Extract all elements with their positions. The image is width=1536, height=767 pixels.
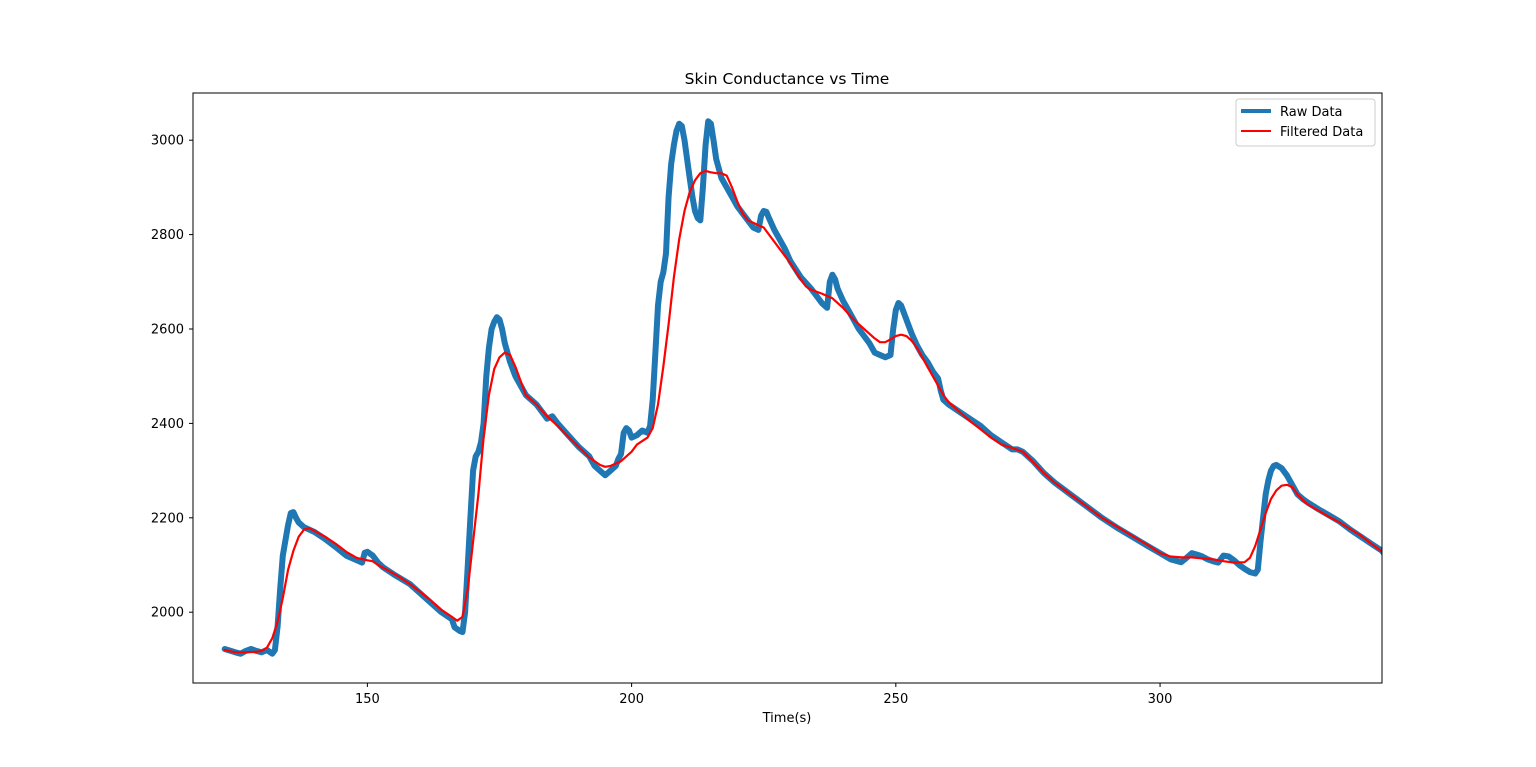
- y-tick-label: 2200: [151, 511, 184, 526]
- y-axis: 2000 2200 2400 2600 2800 3000: [151, 134, 193, 621]
- x-tick-label: 200: [619, 692, 644, 707]
- y-tick-label: 2000: [151, 606, 184, 621]
- y-tick-label: 2600: [151, 323, 184, 338]
- x-tick-label: 150: [355, 692, 380, 707]
- legend-label-raw-data: Raw Data: [1280, 105, 1343, 120]
- series-layer: [221, 118, 1382, 657]
- chart-title: Skin Conductance vs Time: [685, 70, 890, 88]
- y-tick-label: 3000: [151, 134, 184, 149]
- x-tick-label: 300: [1148, 692, 1173, 707]
- x-tick-label: 250: [883, 692, 908, 707]
- plot-frame: [192, 92, 1383, 684]
- legend: Raw Data Filtered Data: [1235, 98, 1376, 147]
- x-axis-label: Time(s): [762, 711, 812, 726]
- y-tick-label: 2400: [151, 417, 184, 432]
- series-line-filtered-data: [223, 169, 1382, 654]
- y-tick-label: 2800: [151, 228, 184, 243]
- legend-label-filtered-data: Filtered Data: [1280, 125, 1363, 140]
- series-line-raw-data: [221, 118, 1382, 657]
- x-axis: 150 200 250 300: [355, 683, 1172, 707]
